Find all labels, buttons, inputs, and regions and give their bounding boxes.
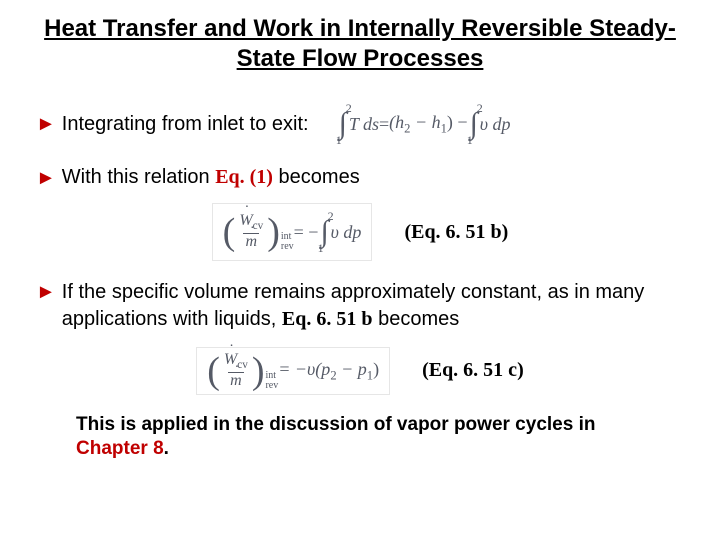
integrand-2: υ dp <box>480 114 511 135</box>
eq-ref-651b: Eq. 6. 51 b <box>282 308 373 330</box>
equation-b-row: ( Wcv m ) int rev = − 2 ∫ 1 υ dp (Eq. 6.… <box>36 203 684 261</box>
bullet-1: ► Integrating from inlet to exit: 2 ∫ 1 … <box>36 96 684 152</box>
work-per-mass-c: ( Wcv m ) int rev <box>207 352 278 390</box>
integrand-b: υ dp <box>331 222 362 243</box>
equation-c-row: ( Wcv m ) int rev = −υ(p2 − p1) (Eq. 6. … <box>36 347 684 395</box>
bullet-2: ► With this relation Eq. (1) becomes <box>36 166 684 189</box>
slide-title: Heat Transfer and Work in Internally Rev… <box>36 14 684 74</box>
bullet-2-text: With this relation Eq. (1) becomes <box>62 166 360 189</box>
arrow-icon: ► <box>36 114 56 134</box>
arrow-icon: ► <box>36 282 56 302</box>
bullet-1-text: Integrating from inlet to exit: <box>62 113 309 136</box>
integral-1: 2 ∫ 1 <box>339 100 347 148</box>
slide: Heat Transfer and Work in Internally Rev… <box>0 0 720 472</box>
integral-2: 2 ∫ 1 <box>470 100 478 148</box>
integrand-1: T ds <box>349 114 379 135</box>
arrow-icon: ► <box>36 168 56 188</box>
chapter-ref: Chapter 8 <box>76 438 164 459</box>
eq-sign: = − <box>294 222 319 243</box>
closing-text: This is applied in the discussion of vap… <box>76 413 654 462</box>
equation-b-label: (Eq. 6. 51 b) <box>404 221 508 244</box>
equation-651b: ( Wcv m ) int rev = − 2 ∫ 1 υ dp <box>212 203 373 261</box>
rhs-c: = −υ(p2 − p1) <box>278 359 379 384</box>
bullet-3-text: If the specific volume remains approxima… <box>62 279 684 333</box>
bullet-3: ► If the specific volume remains approxi… <box>36 279 684 333</box>
eq-ref-1: Eq. (1) <box>215 166 273 188</box>
eq-sign: = <box>379 114 389 135</box>
equation-c-label: (Eq. 6. 51 c) <box>422 359 524 382</box>
equation-651c: ( Wcv m ) int rev = −υ(p2 − p1) <box>196 347 390 395</box>
work-per-mass: ( Wcv m ) int rev <box>223 213 294 251</box>
integral-b: 2 ∫ 1 <box>320 208 328 256</box>
equation-integrated-tds: 2 ∫ 1 T ds = (h2 − h1) − 2 ∫ 1 υ dp <box>327 96 521 152</box>
rhs-group: (h2 − h1) − <box>389 112 467 137</box>
